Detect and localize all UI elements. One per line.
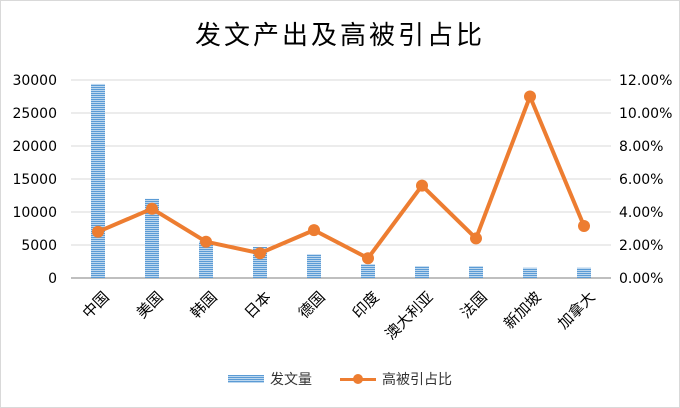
line-point (416, 179, 428, 192)
y-tick-label: 20000 (12, 139, 57, 155)
line-point (470, 232, 482, 245)
y2-tick-label: 2.00% (619, 238, 663, 254)
bar (307, 254, 321, 278)
x-tick-label: 美国 (133, 288, 167, 322)
y-tick-label: 15000 (12, 172, 57, 188)
legend-item-bar[interactable]: 发文量 (228, 369, 312, 389)
legend-label: 高被引占比 (382, 372, 452, 388)
x-tick-label: 中国 (79, 288, 113, 322)
line-point (578, 220, 590, 233)
legend-line-swatch (340, 373, 376, 384)
x-tick-label: 法国 (457, 288, 491, 322)
y-tick-label: 0 (48, 271, 57, 287)
line-point (92, 225, 104, 238)
x-tick-label: 新加坡 (500, 288, 545, 333)
y-tick-label: 10000 (12, 205, 57, 221)
line-point (524, 90, 536, 103)
y2-tick-label: 12.00% (619, 73, 672, 89)
legend-bar-swatch (228, 375, 264, 383)
y2-tick-label: 8.00% (619, 139, 663, 155)
y-tick-label: 25000 (12, 106, 57, 122)
bar (523, 267, 537, 278)
x-tick-label: 加拿大 (554, 288, 599, 333)
y2-tick-label: 10.00% (619, 106, 672, 122)
line-point (308, 224, 320, 237)
bar (469, 266, 483, 278)
x-tick-label: 印度 (349, 288, 383, 322)
x-tick-label: 澳大利亚 (382, 288, 437, 343)
line-point (146, 202, 158, 215)
legend: 发文量 高被引占比 (1, 369, 679, 389)
y2-tick-label: 6.00% (619, 172, 663, 188)
x-tick-label: 德国 (295, 288, 329, 322)
line-series (97, 94, 586, 261)
chart-title: 发文产出及高被引占比 (194, 21, 485, 51)
x-tick-label: 日本 (241, 288, 275, 322)
legend-item-line[interactable]: 高被引占比 (340, 369, 452, 389)
y2-tick-label: 0.00% (619, 271, 663, 287)
bar (361, 264, 375, 278)
bar (145, 198, 159, 278)
bar (91, 83, 105, 279)
y2-tick-label: 4.00% (619, 205, 663, 221)
line-point (362, 252, 374, 265)
line-point (200, 235, 212, 248)
y-tick-label: 5000 (21, 238, 57, 254)
line-point (254, 247, 266, 260)
bar (199, 241, 213, 278)
bar (415, 266, 429, 278)
y-tick-label: 30000 (12, 73, 57, 89)
legend-label: 发文量 (270, 372, 312, 388)
bar (577, 267, 591, 278)
x-tick-label: 韩国 (187, 288, 221, 322)
